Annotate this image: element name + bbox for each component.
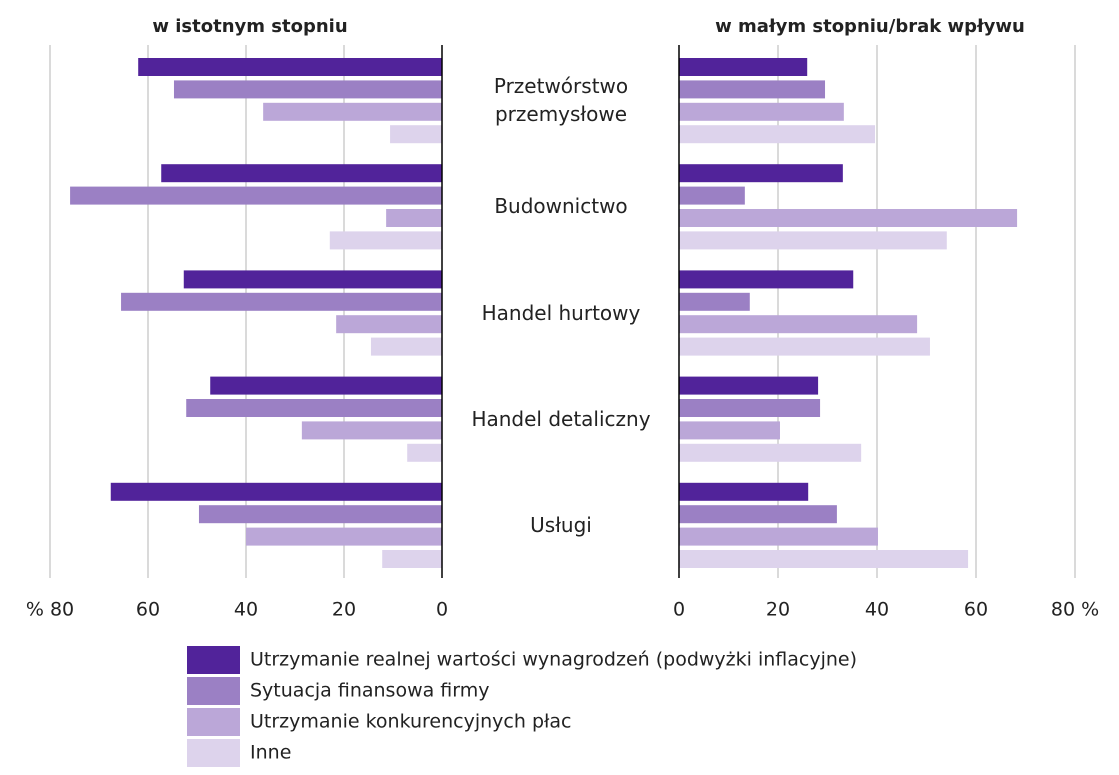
x-tick-label: 0: [436, 599, 448, 621]
bar: [679, 231, 947, 250]
bar: [382, 550, 442, 568]
bar: [407, 443, 442, 462]
bar: [679, 315, 918, 334]
category-label: Handel detaliczny: [471, 406, 651, 431]
x-tick-label: 60: [136, 599, 160, 621]
bar: [679, 399, 821, 417]
bar: [301, 421, 442, 440]
bar: [173, 80, 442, 99]
bar: [70, 186, 442, 205]
bar: [161, 164, 443, 183]
category-label: Handel hurtowy: [481, 300, 641, 325]
legend-swatch: [187, 708, 240, 736]
x-tick-label: 40: [234, 599, 258, 621]
bar: [679, 80, 826, 99]
bar: [679, 376, 819, 395]
bar: [336, 315, 442, 334]
bar: [679, 102, 844, 121]
bar: [679, 186, 745, 205]
left-title: w istotnym stopniu: [152, 16, 347, 37]
x-tick-label: % 80: [26, 599, 74, 621]
category-label: Przetwórstwo przemysłowe: [493, 74, 629, 127]
bar: [679, 550, 969, 568]
bar: [679, 164, 843, 183]
bar: [679, 292, 750, 311]
bar: [679, 482, 809, 501]
x-tick-label: 0: [673, 599, 685, 621]
bar: [138, 58, 442, 76]
bar: [679, 209, 1018, 227]
x-tick-label: 60: [964, 599, 988, 621]
legend-swatch: [187, 739, 240, 767]
x-tick-label: 40: [865, 599, 889, 621]
bar: [679, 527, 878, 546]
legend-swatch: [187, 677, 240, 705]
bar: [679, 443, 862, 462]
bar: [390, 125, 442, 144]
category-label: Budownictwo: [494, 194, 628, 219]
category-label: Usługi: [530, 512, 592, 537]
x-tick-label: 20: [332, 599, 356, 621]
bar: [679, 58, 808, 76]
bar: [110, 482, 442, 501]
legend-label: Sytuacja finansowa firmy: [250, 680, 490, 702]
bar: [386, 209, 442, 227]
legend-label: Utrzymanie konkurencyjnych płac: [250, 711, 572, 733]
x-tick-label: 80 %: [1051, 599, 1099, 621]
x-tick-label: 20: [766, 599, 790, 621]
bar: [679, 337, 930, 356]
bar: [246, 527, 442, 546]
legend-swatch: [187, 646, 240, 674]
right-title: w małym stopniu/brak wpływu: [715, 16, 1025, 37]
legend-label: Inne: [250, 742, 291, 764]
bar: [679, 270, 854, 289]
bar: [329, 231, 442, 250]
bar: [679, 505, 837, 524]
bar: [263, 102, 442, 121]
bar: [183, 270, 442, 289]
bar: [198, 505, 442, 524]
bar: [679, 421, 780, 440]
bar: [679, 125, 876, 144]
bar: [370, 337, 442, 356]
bar: [186, 399, 442, 417]
bar: [210, 376, 442, 395]
legend-label: Utrzymanie realnej wartości wynagrodzeń …: [250, 649, 857, 671]
bar: [121, 292, 443, 311]
